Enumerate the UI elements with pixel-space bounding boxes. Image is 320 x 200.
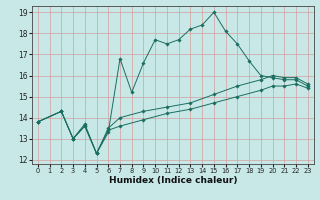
X-axis label: Humidex (Indice chaleur): Humidex (Indice chaleur) (108, 176, 237, 185)
